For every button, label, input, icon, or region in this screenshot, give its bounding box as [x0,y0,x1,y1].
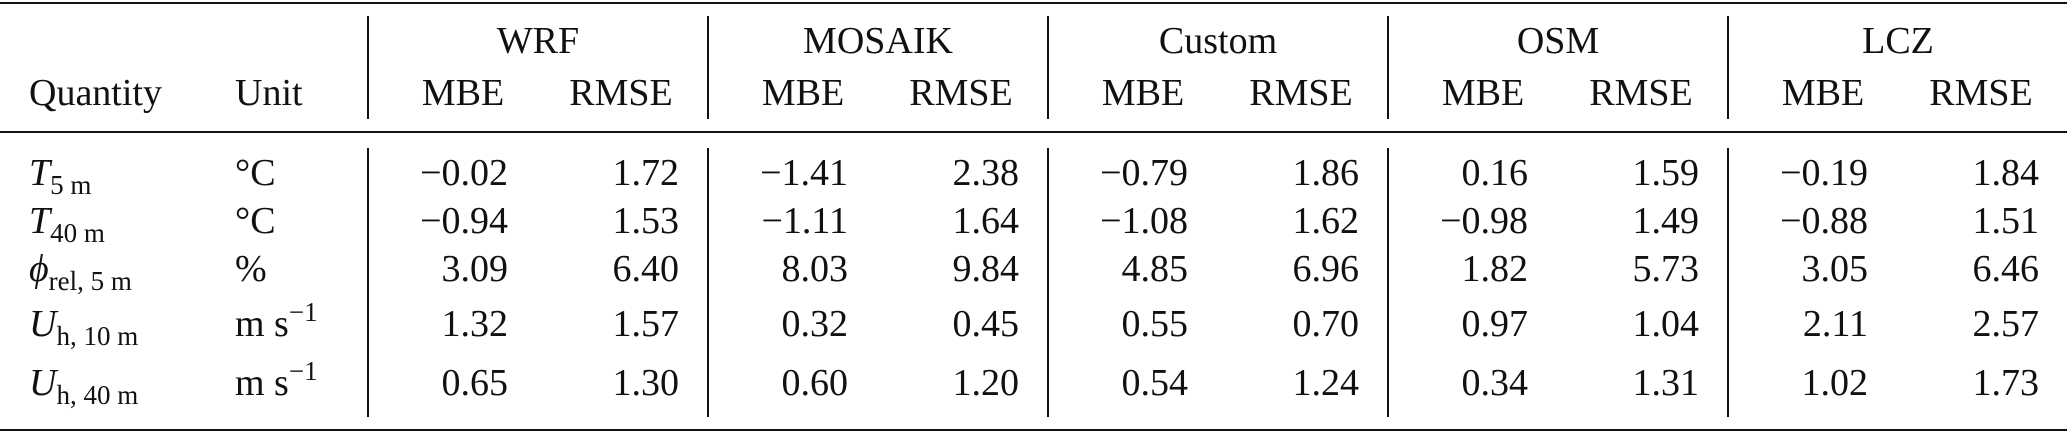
cell-value: 6.96 [1293,248,1360,290]
unit: °C [235,200,276,242]
cell-value: 0.70 [1293,303,1360,345]
cell-value: −1.41 [760,152,848,194]
cell-value: −0.98 [1440,200,1528,242]
column-header: Unit [235,72,303,114]
group-header: WRF [497,20,579,62]
quantity-subscript: 5 m [50,170,91,200]
cell-value: 9.84 [953,248,1020,290]
cell-value: 1.73 [1973,362,2040,404]
cell-value: 0.97 [1462,303,1529,345]
unit: m s−1 [235,356,318,404]
metric-header: RMSE [1589,72,1692,114]
quantity-symbol: U [29,362,59,404]
metric-header: RMSE [1929,72,2032,114]
cell-value: 1.49 [1633,200,1700,242]
cell-value: 1.04 [1633,303,1700,345]
cell-value: 1.53 [613,200,680,242]
cell-value: 3.05 [1802,248,1869,290]
cell-value: 1.02 [1802,362,1869,404]
quantity-symbol: T [29,152,53,194]
unit: °C [235,152,276,194]
quantity-subscript: rel, 5 m [49,266,132,296]
unit-text: % [235,248,267,290]
cell-value: 6.46 [1973,248,2040,290]
cell-value: 0.65 [442,362,509,404]
unit-superscript: −1 [289,297,318,327]
cell-value: 0.34 [1462,362,1529,404]
cell-value: −0.94 [420,200,508,242]
cell-value: 1.24 [1293,362,1360,404]
cell-value: 1.64 [953,200,1020,242]
metric-header: MBE [762,72,844,114]
cell-value: 2.38 [953,152,1020,194]
unit-text: m s [235,303,289,345]
quantity: T5 m [29,152,91,200]
cell-value: 8.03 [782,248,849,290]
unit-superscript: −1 [289,356,318,386]
cell-value: 1.20 [953,362,1020,404]
metric-header: MBE [422,72,504,114]
cell-value: 0.32 [782,303,849,345]
cell-value: 1.31 [1633,362,1700,404]
cell-value: −0.88 [1780,200,1868,242]
quantity: Uh, 40 m [29,362,138,410]
cell-value: 1.51 [1973,200,2040,242]
quantity-symbol: T [29,200,53,242]
cell-value: −1.11 [761,200,848,242]
quantity: T40 m [29,200,105,248]
cell-value: 1.57 [613,303,680,345]
quantity: Uh, 10 m [29,303,138,351]
cell-value: 0.54 [1122,362,1189,404]
group-header: OSM [1517,20,1599,62]
metric-header: RMSE [569,72,672,114]
quantity: ϕrel, 5 m [29,248,132,296]
cell-value: 5.73 [1633,248,1700,290]
unit: m s−1 [235,297,318,345]
cell-value: −0.79 [1100,152,1188,194]
metric-header: MBE [1782,72,1864,114]
cell-value: 1.72 [613,152,680,194]
cell-value: 3.09 [442,248,509,290]
quantity-symbol: U [29,303,59,345]
column-header: Quantity [29,72,162,114]
metric-header: MBE [1442,72,1524,114]
cell-value: 2.57 [1973,303,2040,345]
metric-header: RMSE [1249,72,1352,114]
cell-value: −1.08 [1100,200,1188,242]
cell-value: −0.02 [420,152,508,194]
quantity-subscript: h, 40 m [56,380,138,410]
cell-value: 0.55 [1122,303,1189,345]
cell-value: 0.45 [953,303,1020,345]
cell-value: 1.30 [613,362,680,404]
quantity-subscript: 40 m [50,218,105,248]
group-header: MOSAIK [803,20,953,62]
group-header: LCZ [1862,20,1934,62]
quantity-symbol: ϕ [29,248,49,290]
metric-header: MBE [1102,72,1184,114]
cell-value: 2.11 [1803,303,1868,345]
cell-value: −0.19 [1780,152,1868,194]
unit-text: °C [235,152,276,194]
metric-header: RMSE [909,72,1012,114]
cell-value: 1.62 [1293,200,1360,242]
group-header: Custom [1159,20,1277,62]
unit-text: °C [235,200,276,242]
unit: % [235,248,267,290]
cell-value: 0.60 [782,362,849,404]
cell-value: 0.16 [1462,152,1529,194]
cell-value: 6.40 [613,248,680,290]
quantity-subscript: h, 10 m [56,321,138,351]
unit-text: m s [235,362,289,404]
cell-value: 1.82 [1462,248,1529,290]
cell-value: 1.84 [1973,152,2040,194]
cell-value: 1.59 [1633,152,1700,194]
cell-value: 4.85 [1122,248,1189,290]
cell-value: 1.32 [442,303,509,345]
cell-value: 1.86 [1293,152,1360,194]
